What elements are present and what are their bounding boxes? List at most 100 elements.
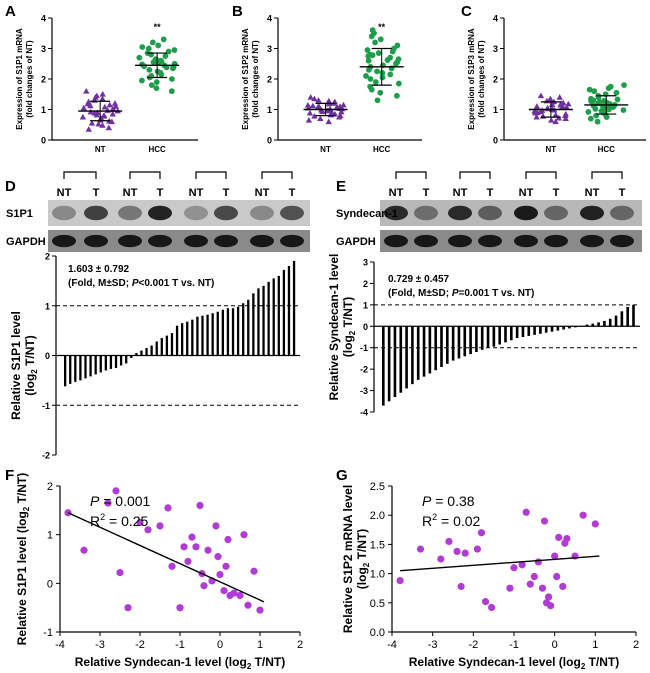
- nt-triangle-point: [311, 95, 318, 102]
- nt-triangle-point: [547, 95, 554, 102]
- data-point: [547, 602, 555, 610]
- data-point: [244, 601, 252, 609]
- x-axis-label-subscript: 2: [581, 662, 586, 671]
- nt-triangle-point: [537, 92, 545, 99]
- data-point: [551, 552, 559, 560]
- hcc-circle-point: [160, 36, 167, 43]
- y-axis-label-line: Expression of S1P3 mRNA: [467, 28, 476, 130]
- blot-band: [280, 205, 304, 221]
- bar: [544, 326, 548, 333]
- x-tick-label: 2: [633, 639, 639, 651]
- lane-label: T: [423, 187, 430, 199]
- blot-band: [384, 234, 408, 248]
- bar: [135, 353, 138, 356]
- y-tick-label: 1: [45, 301, 50, 311]
- data-point: [538, 584, 547, 592]
- y-axis-label: Relative Syndecan-1 level(log2 T/NT): [327, 254, 357, 401]
- blot-band: [184, 205, 208, 221]
- y-tick-label: 2.0: [370, 510, 385, 522]
- y-axis-label-part: T/NT): [355, 529, 369, 563]
- annotation-part: <0.001 T vs. NT): [138, 278, 214, 289]
- bar: [486, 326, 490, 348]
- data-point: [168, 562, 176, 570]
- y-axis-label-line: Expression of S1P1 mRNA: [15, 28, 24, 130]
- regression-line: [400, 555, 600, 572]
- bar: [69, 355, 72, 384]
- r-superscript: 2: [432, 512, 437, 522]
- panel-label-d: D: [5, 178, 16, 195]
- blot-band: [250, 205, 274, 221]
- bar: [231, 308, 235, 356]
- bar: [201, 315, 204, 356]
- nt-triangle-point: [533, 103, 541, 109]
- bar: [191, 319, 194, 356]
- p-symbol: P: [422, 493, 432, 509]
- blot-row-label: S1P1: [6, 208, 33, 220]
- bar: [591, 323, 595, 327]
- lane-label: NT: [123, 187, 138, 199]
- significance-marker: **: [154, 22, 162, 32]
- blot-band: [448, 205, 472, 221]
- bar: [145, 348, 148, 356]
- bar: [440, 326, 443, 367]
- panel-label-g: G: [336, 467, 348, 484]
- annotation-stats: (Fold, M±SD; P=0.001 T vs. NT): [388, 288, 534, 299]
- data-point: [481, 598, 490, 606]
- bar: [206, 314, 209, 356]
- lane-pair-bracket: [129, 171, 161, 179]
- lane-label: NT: [453, 187, 468, 199]
- data-point: [437, 555, 445, 563]
- data-point: [204, 546, 212, 554]
- nt-triangle-point: [109, 110, 116, 117]
- bar: [463, 326, 467, 357]
- x-axis-label-part: Relative Syndecan-1 level (log: [75, 655, 247, 669]
- bar: [267, 281, 270, 356]
- nt-triangle-point: [111, 100, 119, 106]
- nt-triangle-point: [85, 98, 92, 105]
- blot-band: [544, 234, 568, 248]
- hcc-circle-point: [384, 57, 391, 63]
- bar: [393, 326, 397, 397]
- nt-triangle-point: [552, 111, 559, 118]
- hcc-circle-point: [372, 39, 378, 46]
- data-point: [144, 526, 152, 534]
- data-point: [555, 533, 563, 541]
- nt-triangle-point: [304, 102, 312, 108]
- lane-pair-bracket: [459, 171, 491, 179]
- bar: [221, 309, 224, 356]
- r-symbol: R: [90, 513, 100, 529]
- bar: [527, 326, 531, 336]
- bar: [422, 326, 426, 377]
- bar: [498, 326, 501, 345]
- data-point: [216, 570, 224, 579]
- y-axis-label-part: T/NT): [341, 297, 355, 331]
- panel-label-a: A: [5, 3, 16, 20]
- y-tick-label: -2: [42, 451, 50, 461]
- y-axis-label-line: Relative S1P2 mRNA level: [341, 485, 355, 633]
- bar: [597, 322, 600, 327]
- x-category-label: NT: [320, 145, 331, 154]
- hcc-circle-point: [374, 68, 380, 75]
- blot-band: [148, 205, 172, 221]
- nt-triangle-point: [531, 107, 538, 114]
- data-point: [518, 561, 526, 569]
- nt-triangle-point: [309, 102, 317, 109]
- data-point: [104, 499, 112, 507]
- hcc-circle-point: [165, 48, 172, 55]
- y-tick-label: 2: [267, 75, 272, 85]
- bar: [515, 326, 519, 339]
- hcc-circle-point: [152, 56, 159, 63]
- bar: [550, 326, 554, 332]
- lane-pair-bracket: [395, 171, 427, 179]
- blot-band: [84, 234, 108, 248]
- y-tick-label: 4: [267, 14, 272, 24]
- western-blot-d: NT T NT T NT T NT T S1P1 GAPDH: [6, 171, 310, 252]
- nt-triangle-point: [558, 103, 566, 110]
- lane-label: NT: [255, 187, 270, 199]
- data-point: [561, 539, 569, 547]
- blot-band: [414, 234, 438, 248]
- x-tick-label: 1: [592, 639, 598, 651]
- r-squared-text: R2 = 0.25: [90, 512, 149, 529]
- blot-row-label: GAPDH: [336, 236, 376, 248]
- y-axis-label: Expression of S1P2 mRNA(fold changes of …: [241, 28, 260, 130]
